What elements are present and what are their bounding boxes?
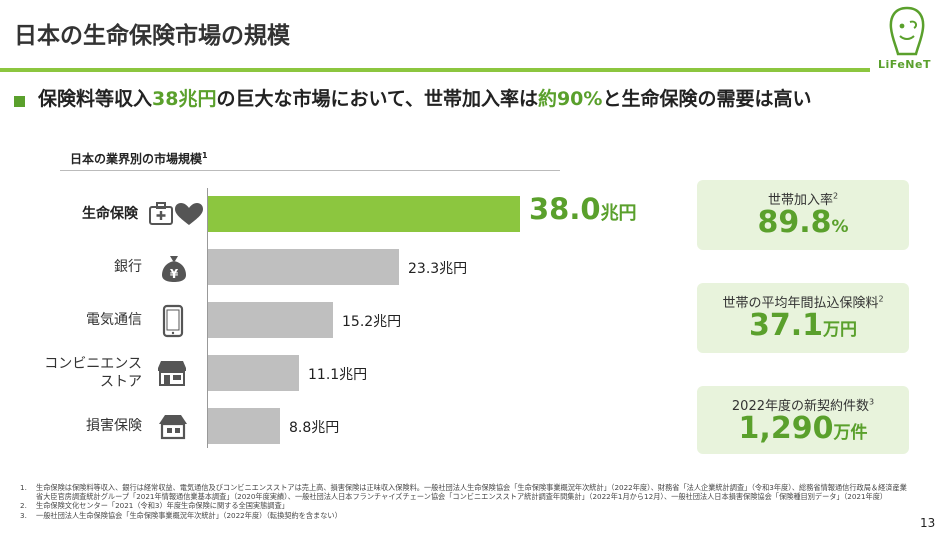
value-label-number: 38.0 [529, 192, 601, 226]
footnote-number: 3. [20, 510, 27, 520]
house-icon [157, 412, 189, 444]
kpi-footnote-ref: 2 [878, 294, 884, 304]
category-label-line: ストア [100, 374, 142, 390]
money-bag-yen-icon: ¥ [160, 253, 188, 287]
value-label: 11.1兆円 [308, 367, 368, 383]
footnote-text: 生命保険文化センター「2021（令和3）年度生命保険に関する全国実態調査」 [36, 501, 289, 511]
footnote: 3. 一般社団法人生命保険協会「生命保険事業概況年次統計」（2022年度）（転換契… [20, 511, 910, 520]
value-label-unit: 兆円 [600, 203, 637, 224]
kpi-value-number: 89.8 [757, 205, 832, 240]
kpi-value-unit: % [831, 217, 849, 237]
footnotes: 1. 生命保険は保険料等収入、銀行は経常収益、電気通信及びコンビニエンスストアは売… [20, 483, 910, 520]
kpi-footnote-ref: 2 [832, 191, 839, 201]
category-label: 損害保険 [22, 417, 142, 435]
category-label: コンビニエンスストア [22, 355, 142, 391]
category-label-line: 損害保険 [86, 418, 142, 434]
bar [208, 196, 520, 232]
kpi-label-text: 2022年度の新契約件数 [731, 399, 869, 414]
logo-text: LiFeNeT [878, 58, 931, 71]
store-icon [156, 359, 188, 391]
category-label-line: 生命保険 [82, 206, 138, 222]
page-title: 日本の生命保険市場の規模 [14, 23, 290, 49]
kpi-card: 2022年度の新契約件数3 1,290万件 [697, 386, 909, 454]
bar [208, 408, 280, 444]
footnote-number: 1. [20, 483, 27, 492]
category-label: 生命保険 [18, 205, 138, 223]
chart-title: 日本の業界別の市場規模1 [70, 151, 208, 166]
bar [208, 302, 333, 338]
headline: 保険料等収入38兆円の巨大な市場において、世帯加入率は約90%と生命保険の需要は… [38, 88, 812, 110]
footnote-text: 一般社団法人生命保険協会「生命保険事業概況年次統計」（2022年度）（転換契約を… [36, 510, 342, 520]
smartphone-icon [162, 304, 184, 342]
kpi-label: 世帯の平均年間払込保険料2 [697, 292, 909, 311]
value-label: 38.0兆円 [529, 192, 637, 226]
kpi-label-text: 世帯の平均年間払込保険料 [722, 296, 879, 311]
kpi-value: 37.1万円 [697, 308, 909, 343]
kpi-value-number: 37.1 [748, 308, 824, 343]
kpi-value: 1,290万件 [697, 411, 909, 446]
footnote: 2. 生命保険文化センター「2021（令和3）年度生命保険に関する全国実態調査」 [20, 501, 910, 510]
kpi-footnote-ref: 3 [869, 397, 875, 407]
kpi-value: 89.8% [697, 205, 909, 240]
kpi-card: 世帯の平均年間払込保険料2 37.1万円 [697, 283, 909, 353]
kpi-value-unit: 万件 [833, 423, 868, 443]
category-label-line: 銀行 [114, 259, 142, 275]
category-label-line: 電気通信 [86, 312, 142, 328]
lifenet-logo [889, 6, 925, 56]
value-label: 23.3兆円 [408, 261, 468, 277]
category-label: 電気通信 [22, 311, 142, 329]
kpi-card: 世帯加入率2 89.8% [697, 180, 909, 250]
category-label-line: コンビニエンス [44, 356, 142, 372]
kpi-value-unit: 万円 [823, 320, 858, 340]
value-label: 15.2兆円 [342, 314, 402, 330]
value-label: 8.8兆円 [289, 420, 340, 436]
chart-axis [207, 188, 208, 448]
bar [208, 249, 399, 285]
page-number: 13 [920, 516, 936, 530]
category-label: 銀行 [22, 258, 142, 276]
footnote: 1. 生命保険は保険料等収入、銀行は経常収益、電気通信及びコンビニエンスストアは売… [20, 483, 910, 501]
footnote-number: 2. [20, 501, 27, 511]
bullet-square [14, 96, 25, 107]
svg-text:¥: ¥ [170, 267, 179, 281]
first-aid-heart-icon [147, 200, 203, 232]
kpi-value-number: 1,290 [738, 411, 834, 446]
kpi-label-text: 世帯加入率 [767, 193, 833, 208]
bar [208, 355, 299, 391]
kpi-label: 2022年度の新契約件数3 [697, 395, 909, 414]
footnote-text: 生命保険は保険料等収入、銀行は経常収益、電気通信及びコンビニエンスストアは売上高… [36, 483, 907, 502]
title-underline [0, 68, 870, 72]
chart-title-underline [60, 170, 560, 171]
kpi-label: 世帯加入率2 [697, 189, 909, 208]
